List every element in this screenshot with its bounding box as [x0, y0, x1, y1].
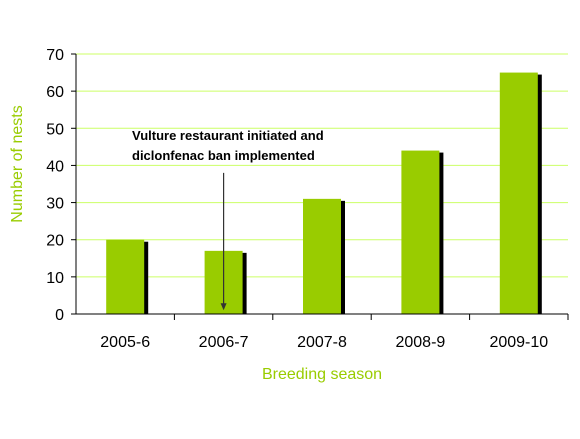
x-tick-label: 2009-10 — [489, 334, 548, 351]
bar — [106, 239, 145, 314]
y-tick-label: 70 — [46, 47, 64, 64]
x-axis-title: Breeding season — [262, 366, 382, 383]
x-tick-label: 2007-8 — [297, 334, 347, 351]
x-tick-label: 2008-9 — [395, 334, 445, 351]
y-tick-label: 10 — [46, 270, 64, 287]
y-tick-label: 50 — [46, 121, 64, 138]
x-tick-label: 2005-6 — [100, 334, 150, 351]
annotation-arrowhead — [220, 303, 227, 311]
y-tick-label: 30 — [46, 196, 64, 213]
bar — [499, 72, 538, 314]
y-tick-label: 0 — [55, 307, 64, 324]
annotation-line-1: Vulture restaurant initiated and — [132, 128, 324, 143]
y-axis-title: Number of nests — [9, 105, 26, 222]
annotation: Vulture restaurant initiated and diclonf… — [132, 128, 324, 311]
bar — [303, 198, 341, 314]
bars — [106, 72, 542, 314]
bar — [401, 150, 440, 314]
y-tick-label: 40 — [46, 158, 64, 175]
y-axis-tick-labels: 0 10 20 30 40 50 60 70 — [46, 47, 64, 324]
x-tick-label: 2006-7 — [199, 334, 249, 351]
annotation-line-2: diclonfenac ban implemented — [132, 148, 315, 163]
y-tick-label: 60 — [46, 84, 64, 101]
axes — [75, 54, 568, 315]
x-axis-tick-labels: 2005-6 2006-7 2007-8 2008-9 2009-10 — [100, 314, 569, 351]
y-tick-label: 20 — [46, 233, 64, 250]
